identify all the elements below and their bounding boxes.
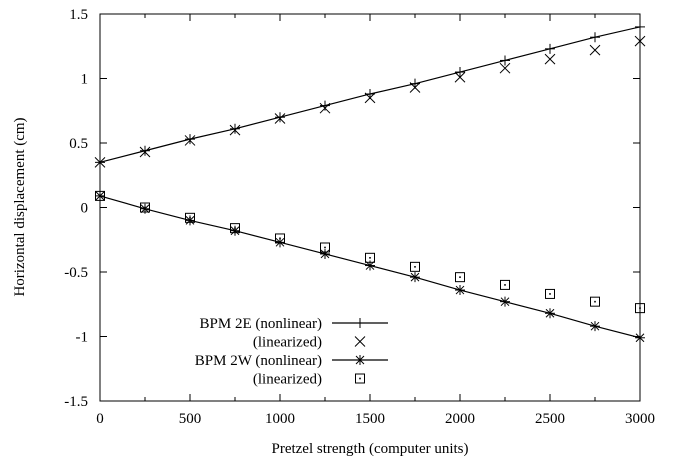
data-point	[320, 100, 330, 111]
x-tick-label: 500	[179, 411, 202, 427]
data-point	[635, 21, 645, 32]
legend-marker	[355, 318, 365, 328]
x-axis-title: Pretzel strength (computer units)	[271, 441, 468, 457]
x-tick-label: 1500	[355, 411, 385, 427]
series-layer	[94, 21, 646, 343]
y-tick-label: -1.5	[64, 394, 88, 410]
x-tick-label: 2000	[445, 411, 475, 427]
data-point	[409, 82, 421, 93]
data-point	[590, 32, 600, 43]
legend-label: (linearized)	[253, 372, 322, 388]
legend-entry: (linearized)	[253, 372, 365, 388]
data-point	[545, 43, 555, 54]
y-tick-label: -1	[76, 330, 89, 346]
legend-marker	[354, 336, 366, 347]
data-point	[140, 202, 150, 213]
data-point	[274, 113, 286, 124]
series-2	[94, 35, 646, 168]
data-point	[590, 296, 600, 307]
data-point	[320, 248, 330, 259]
data-point	[500, 55, 510, 66]
data-point	[635, 332, 645, 343]
data-point	[500, 296, 510, 307]
y-axis-title: Horizontal displacement (cm)	[12, 117, 28, 296]
data-point	[230, 225, 240, 236]
data-point	[544, 53, 556, 65]
data-point	[185, 215, 195, 226]
data-point	[590, 321, 600, 332]
data-point	[140, 145, 150, 156]
legend-entry: (linearized)	[253, 335, 366, 351]
data-point	[410, 272, 420, 283]
legend-label: (linearized)	[253, 335, 322, 351]
data-point	[365, 252, 375, 263]
data-point	[364, 92, 376, 104]
y-tick-labels: -1.5 -1 -0.5 0 0.5 1 1.5	[64, 7, 88, 410]
legend-entry: BPM 2E (nonlinear)	[200, 316, 388, 332]
y-tick-label: 1.5	[69, 7, 88, 23]
legend-marker	[355, 373, 365, 384]
legend-label: BPM 2W (nonlinear)	[195, 353, 322, 369]
data-point	[94, 156, 106, 168]
y-tick-label: 0.5	[69, 136, 88, 152]
data-point	[455, 67, 465, 78]
data-point	[319, 102, 331, 114]
data-point	[275, 112, 285, 123]
data-point	[140, 203, 150, 214]
series-1	[95, 21, 645, 168]
data-point	[139, 146, 151, 158]
data-point	[545, 288, 555, 299]
legend-marker	[355, 355, 365, 365]
data-point	[455, 272, 465, 283]
x-tick-label: 3000	[625, 411, 655, 427]
y-tick-label: -0.5	[64, 265, 88, 281]
data-point	[635, 303, 645, 314]
x-tick-label: 0	[96, 411, 104, 427]
data-point	[500, 279, 510, 290]
x-tick-label: 2500	[535, 411, 565, 427]
data-point	[410, 261, 420, 272]
x-tick-label: 1000	[265, 411, 295, 427]
series-4	[95, 190, 645, 314]
plot-frame	[99, 13, 641, 402]
data-point	[185, 134, 195, 145]
data-point	[275, 237, 285, 248]
data-point	[499, 62, 511, 74]
data-point	[589, 44, 601, 56]
data-point	[545, 308, 555, 319]
axis-ticks	[99, 13, 641, 402]
data-point	[634, 35, 646, 47]
legend-label: BPM 2E (nonlinear)	[200, 316, 322, 332]
data-point	[455, 285, 465, 296]
data-point	[229, 124, 241, 136]
x-tick-labels: 0 500 1000 1500 2000 2500 3000	[96, 411, 655, 427]
legend-entry: BPM 2W (nonlinear)	[195, 353, 388, 369]
legend: BPM 2E (nonlinear) (linearized) BPM 2W (no…	[195, 316, 388, 388]
y-tick-label: 1	[81, 72, 89, 88]
y-tick-label: 0	[81, 201, 89, 217]
data-point	[184, 135, 196, 146]
data-point	[185, 212, 195, 223]
data-point	[454, 71, 466, 83]
series-3	[95, 190, 645, 343]
data-point	[275, 233, 285, 244]
data-point	[95, 190, 105, 201]
data-point	[230, 223, 240, 234]
data-point	[320, 242, 330, 253]
data-point	[230, 123, 240, 134]
